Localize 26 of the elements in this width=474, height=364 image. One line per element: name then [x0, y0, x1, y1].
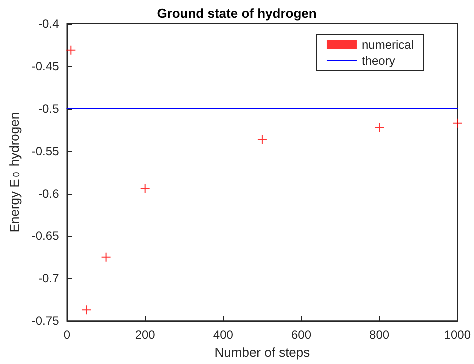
legend-label: numerical [362, 38, 414, 52]
point [140, 184, 150, 194]
y-tick-label: -0.6 [38, 186, 60, 201]
x-tick-label: 800 [370, 328, 390, 342]
x-tick-label: 600 [291, 328, 312, 342]
x-tick-label: 200 [135, 328, 156, 342]
point [374, 122, 385, 133]
y-tick-label: -0.45 [32, 59, 60, 74]
chart-title: Ground state of hydrogen [157, 6, 317, 21]
y-tick-label: -0.5 [38, 102, 60, 116]
legend-label: theory [362, 54, 396, 68]
y-tick-label: -0.65 [32, 229, 60, 244]
point [452, 118, 463, 128]
x-tick-label: 1000 [444, 328, 472, 342]
y-tick-label: -0.7 [38, 272, 60, 286]
x-axis-title: Number of steps [214, 345, 311, 360]
y-tick-label: -0.55 [32, 144, 60, 158]
y-tick-label: -0.4 [38, 17, 60, 31]
point [82, 305, 92, 316]
y-tick-label: -0.75 [32, 314, 60, 328]
x-tick-label: 0 [64, 328, 71, 342]
point [101, 252, 112, 262]
point [257, 134, 268, 144]
x-tick-label: 400 [213, 328, 234, 342]
point [66, 45, 76, 56]
y-axis-title: Energy E0 hydrogen [7, 112, 22, 233]
